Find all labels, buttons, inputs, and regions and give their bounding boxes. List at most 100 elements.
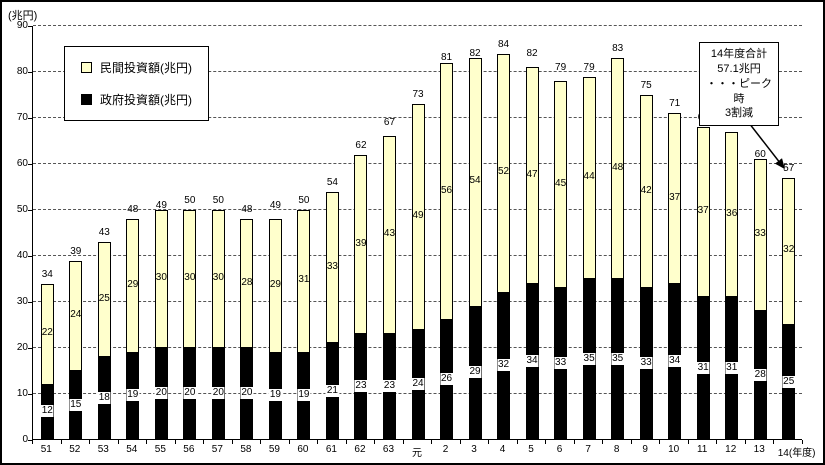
bar-total-label: 67 xyxy=(383,116,396,128)
bar-total-label: 62 xyxy=(355,139,367,151)
bar-segment-private xyxy=(611,58,625,279)
x-axis-label: 10 xyxy=(668,444,680,455)
bar-government-label: 23 xyxy=(382,380,397,393)
bar-government-label: 33 xyxy=(554,357,568,370)
x-axis-tick xyxy=(516,440,518,444)
bar-segment-private xyxy=(382,136,396,335)
x-axis-label: 9 xyxy=(642,444,648,455)
y-axis-tick-label: 50 xyxy=(16,204,28,215)
legend-item-private: 民間投資額(兆円) xyxy=(81,59,192,76)
y-axis-tick xyxy=(28,164,32,165)
bar-government-label: 28 xyxy=(753,368,767,381)
x-axis-label: 60 xyxy=(297,444,309,455)
x-axis-tick xyxy=(117,440,119,444)
bar-private-label: 30 xyxy=(155,272,167,283)
bar-total-label: 48 xyxy=(241,204,253,216)
bar-total-label: 49 xyxy=(155,199,167,211)
bar-government-label: 19 xyxy=(126,389,140,402)
x-axis-tick xyxy=(687,440,689,444)
bar-private-label: 30 xyxy=(212,272,224,283)
bar-private-label: 33 xyxy=(326,260,338,272)
y-axis-tick xyxy=(28,394,32,395)
bar-government-label: 20 xyxy=(240,387,254,399)
x-axis-tick xyxy=(659,440,661,444)
y-axis-tick xyxy=(28,26,32,27)
legend-label-private: 民間投資額(兆円) xyxy=(100,61,192,75)
x-axis-tick xyxy=(602,440,604,444)
bar-segment-private xyxy=(297,210,311,353)
annotation-line: 14年度合計 xyxy=(710,48,768,60)
x-axis-label: 元 xyxy=(412,448,422,459)
bar-segment-private xyxy=(40,283,54,385)
x-axis-label: 61 xyxy=(325,444,337,455)
bar-government-label: 19 xyxy=(297,389,311,402)
bar-private-label: 24 xyxy=(70,308,82,320)
bar-private-label: 47 xyxy=(526,168,538,180)
legend-item-government: 政府投資額(兆円) xyxy=(81,91,192,108)
bar-private-label: 33 xyxy=(754,228,766,240)
x-axis-label: 59 xyxy=(268,444,280,455)
bar-segment-private xyxy=(325,191,339,344)
bar-private-label: 43 xyxy=(383,228,396,240)
bar-total-label: 50 xyxy=(184,195,196,206)
bar-total-label: 71 xyxy=(669,98,681,110)
bar-private-label: 42 xyxy=(640,184,652,196)
x-axis-label: 54 xyxy=(126,444,138,455)
bar-segment-private xyxy=(154,210,168,348)
bar-total-label: 48 xyxy=(127,204,139,216)
bar-government-label: 33 xyxy=(639,357,653,370)
bar-government-label: 20 xyxy=(211,387,225,399)
gridline xyxy=(33,25,802,26)
bar-government-label: 32 xyxy=(496,359,511,372)
bar-government-label: 35 xyxy=(611,352,625,365)
bar-segment-private xyxy=(497,53,511,293)
x-axis-label: 6 xyxy=(556,444,563,455)
bar-government-label: 20 xyxy=(154,387,168,399)
legend-swatch-government-icon xyxy=(81,94,92,105)
x-axis-tick xyxy=(744,440,746,444)
x-axis-tick xyxy=(231,440,233,444)
x-axis-tick xyxy=(488,440,490,444)
bar-government-label: 26 xyxy=(439,373,454,386)
y-axis-tick xyxy=(28,72,32,73)
y-axis-unit-label: (兆円) xyxy=(8,10,38,22)
bar-segment-private xyxy=(354,154,368,335)
x-axis-tick xyxy=(146,440,148,444)
x-axis-tick xyxy=(174,440,176,444)
bar-government-label: 34 xyxy=(525,354,539,367)
y-axis-tick xyxy=(28,440,32,441)
bar-total-label: 50 xyxy=(212,195,224,206)
bar-private-label: 39 xyxy=(355,237,367,249)
bar-private-label: 44 xyxy=(583,170,595,182)
bar-segment-private xyxy=(782,177,796,325)
annotation-line: 3割減 xyxy=(724,107,754,120)
x-axis-label: 3 xyxy=(471,444,477,455)
bar-total-label: 54 xyxy=(326,176,338,188)
bar-total-label: 79 xyxy=(555,61,567,73)
bar-segment-private xyxy=(468,58,482,307)
bar-private-label: 32 xyxy=(783,244,795,256)
x-axis-tick xyxy=(345,440,347,444)
annotation-box: 14年度合計 57.1兆円 ・・・ピーク時 3割減 xyxy=(699,42,779,127)
bar-government-label: 12 xyxy=(40,405,54,418)
bar-total-label: 82 xyxy=(469,47,481,59)
bar-segment-private xyxy=(639,95,653,289)
bar-private-label: 28 xyxy=(241,276,253,288)
x-axis-tick xyxy=(89,440,91,444)
bar-government-label: 19 xyxy=(268,389,282,402)
x-axis-label: 63 xyxy=(382,444,395,455)
bar-total-label: 83 xyxy=(612,43,624,55)
x-axis-tick xyxy=(60,440,62,444)
x-axis-tick xyxy=(402,440,404,444)
x-axis-tick xyxy=(459,440,461,444)
bar-private-label: 37 xyxy=(669,191,681,203)
bar-government-label: 34 xyxy=(668,354,682,367)
y-axis-tick-label: 90 xyxy=(16,20,28,31)
bar-total-label: 49 xyxy=(269,199,281,211)
x-axis-tick xyxy=(630,440,632,444)
bar-segment-private xyxy=(696,127,710,298)
bar-total-label: 39 xyxy=(70,245,82,257)
x-axis-label: 52 xyxy=(69,444,81,455)
x-axis-label: 51 xyxy=(40,444,52,455)
y-axis-tick-label: 30 xyxy=(16,296,28,307)
